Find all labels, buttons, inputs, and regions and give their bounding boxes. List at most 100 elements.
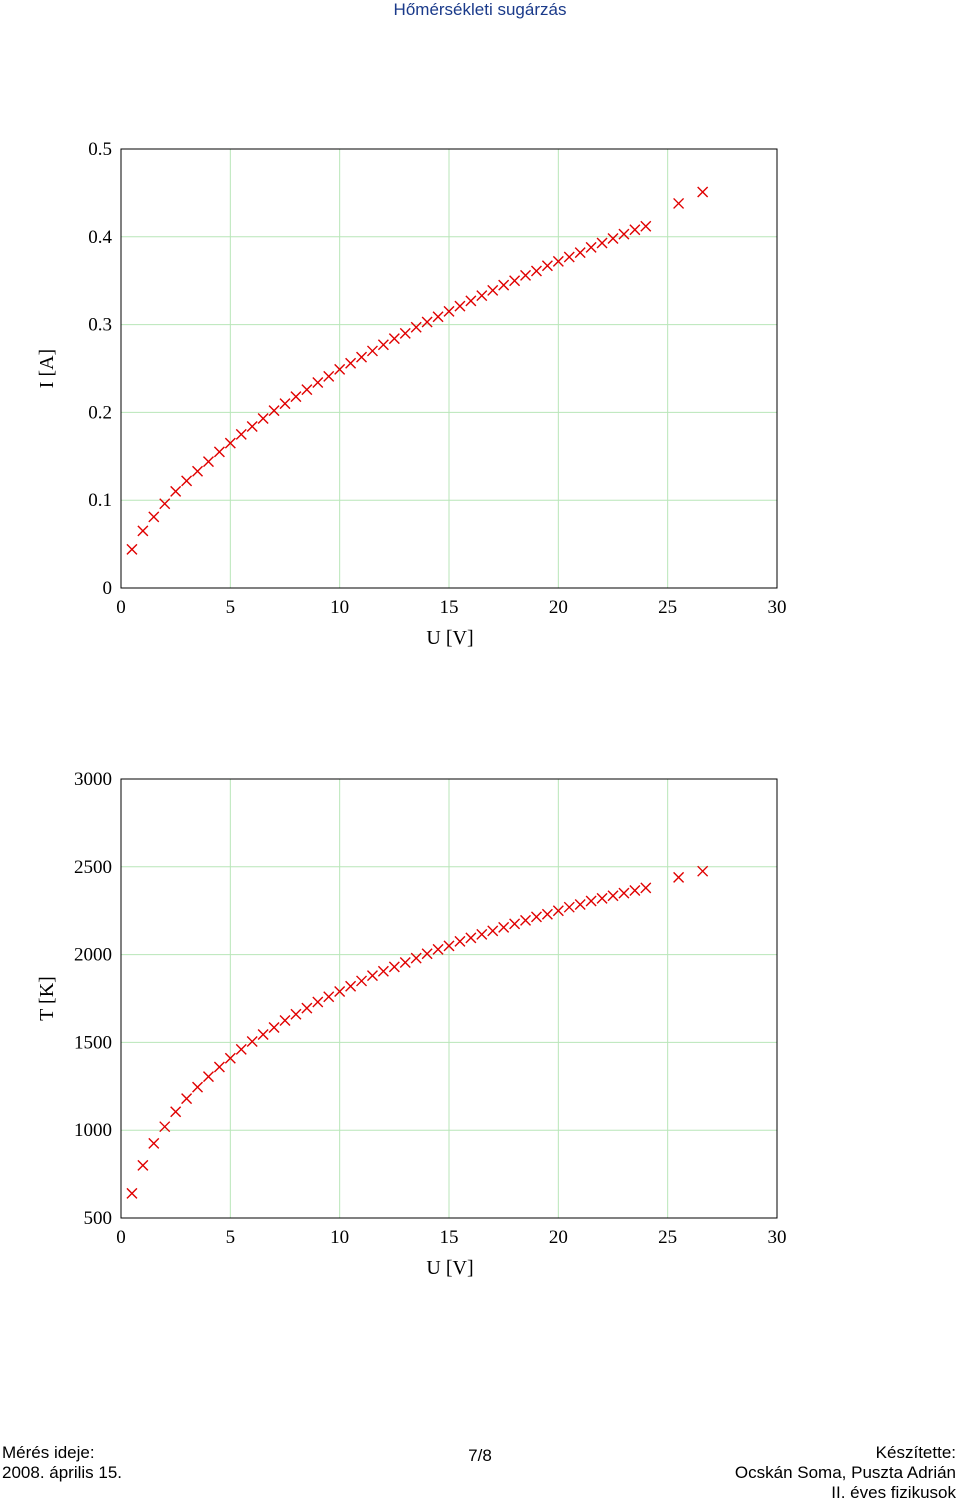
data-point-stroke — [148, 1137, 160, 1149]
data-point-stroke — [323, 991, 335, 1003]
data-point-stroke — [585, 895, 597, 907]
data-point-stroke — [509, 275, 521, 287]
data-point — [377, 339, 389, 351]
data-point — [235, 428, 247, 440]
data-point — [629, 224, 641, 236]
data-point-stroke — [137, 525, 149, 537]
current-voltage-chart: 0 5 10 15 20 25 30 0 0.1 0.2 0.3 0.4 0.5 U [V] I [A] — [0, 130, 960, 660]
y-tick-label-2000: 2000 — [74, 945, 112, 966]
data-point — [432, 943, 444, 955]
data-point — [170, 1106, 182, 1118]
data-point — [137, 525, 149, 537]
temperature-voltage-plot: 0 5 10 15 20 25 30 500 1000 1500 2000 2500 3000 U [V]… — [36, 769, 787, 1279]
y-tick-label-0.5: 0.5 — [88, 139, 112, 160]
data-point-stroke — [148, 511, 160, 523]
data-point-stroke — [509, 918, 521, 930]
data-point-stroke — [181, 475, 193, 487]
authors-label: Készítette: — [875, 1443, 956, 1462]
data-point — [520, 914, 532, 926]
data-point-stroke — [629, 224, 641, 236]
data-point — [192, 1081, 204, 1093]
measurement-date-label: Mérés ideje: — [2, 1443, 95, 1462]
data-point — [530, 265, 542, 277]
data-point-stroke — [159, 498, 171, 510]
data-point — [345, 357, 357, 369]
data-point-stroke — [399, 327, 411, 339]
data-point-stroke — [345, 357, 357, 369]
data-point — [290, 1008, 302, 1020]
data-point-stroke — [487, 925, 499, 937]
data-point — [498, 921, 510, 933]
data-point-stroke — [585, 241, 597, 253]
data-point — [640, 220, 652, 232]
data-point-stroke — [202, 1071, 214, 1083]
current-voltage-plot: 0 5 10 15 20 25 30 0 0.1 0.2 0.3 0.4 0.5 U [V] I [A] — [36, 139, 787, 649]
y-tick-label-1500: 1500 — [74, 1032, 112, 1053]
data-point-stroke — [520, 914, 532, 926]
data-point-stroke — [301, 1002, 313, 1014]
data-point-stroke — [388, 961, 400, 973]
authors-block: Készítette: Ocskán Soma, Puszta Adrián I… — [735, 1443, 956, 1503]
data-point — [520, 269, 532, 281]
data-point-stroke — [334, 363, 346, 375]
data-point-stroke — [213, 446, 225, 458]
data-point — [585, 241, 597, 253]
data-point-stroke — [279, 398, 291, 410]
data-point-stroke — [530, 911, 542, 923]
data-point-stroke — [476, 290, 488, 302]
data-point — [137, 1159, 149, 1171]
x-tick-label-0: 0 — [116, 597, 126, 618]
data-point-stroke — [366, 970, 378, 982]
data-point-stroke — [443, 940, 455, 952]
data-point-stroke — [377, 965, 389, 977]
data-point — [541, 908, 553, 920]
data-point — [181, 1093, 193, 1105]
data-point — [224, 437, 236, 449]
data-point — [399, 327, 411, 339]
y-tick-label-0.3: 0.3 — [88, 315, 112, 336]
data-point — [213, 1061, 225, 1073]
data-point — [323, 991, 335, 1003]
data-point — [224, 1052, 236, 1064]
data-point-stroke — [126, 1187, 138, 1199]
data-point — [487, 925, 499, 937]
y-tick-label-0: 0 — [103, 578, 113, 599]
data-point-stroke — [673, 197, 685, 209]
data-point — [585, 895, 597, 907]
x-axis-label: U [V] — [426, 627, 473, 649]
data-point-stroke — [213, 1061, 225, 1073]
data-point-stroke — [673, 871, 685, 883]
data-point — [509, 918, 521, 930]
y-tick-label-500: 500 — [84, 1208, 113, 1229]
data-point — [170, 485, 182, 497]
data-point — [596, 237, 608, 249]
page-header-title: Hőmérsékleti sugárzás — [393, 0, 567, 19]
data-point — [443, 940, 455, 952]
data-point — [366, 970, 378, 982]
data-point-stroke — [596, 237, 608, 249]
data-point-stroke — [312, 996, 324, 1008]
data-point-stroke — [465, 295, 477, 307]
data-point-stroke — [356, 975, 368, 987]
data-point — [388, 961, 400, 973]
data-point — [673, 197, 685, 209]
measurement-date-block: Mérés ideje: 2008. április 15. — [2, 1443, 122, 1483]
data-point-stroke — [629, 885, 641, 897]
x-tick-label-10: 10 — [330, 597, 349, 618]
data-point-stroke — [498, 921, 510, 933]
data-point-stroke — [257, 1029, 269, 1040]
data-point-stroke — [410, 321, 422, 333]
data-point — [323, 370, 335, 382]
x-tick-label-5: 5 — [226, 1227, 236, 1248]
x-tick-label-20: 20 — [549, 597, 568, 618]
data-point — [279, 1014, 291, 1026]
data-point-stroke — [476, 928, 488, 940]
data-point-stroke — [268, 1021, 280, 1033]
data-point-stroke — [618, 228, 630, 240]
data-point — [673, 871, 685, 883]
data-point — [301, 1002, 313, 1014]
x-tick-label-5: 5 — [226, 597, 236, 618]
x-tick-label-0: 0 — [116, 1227, 126, 1248]
data-point-stroke — [607, 890, 619, 902]
data-point — [257, 1029, 269, 1040]
